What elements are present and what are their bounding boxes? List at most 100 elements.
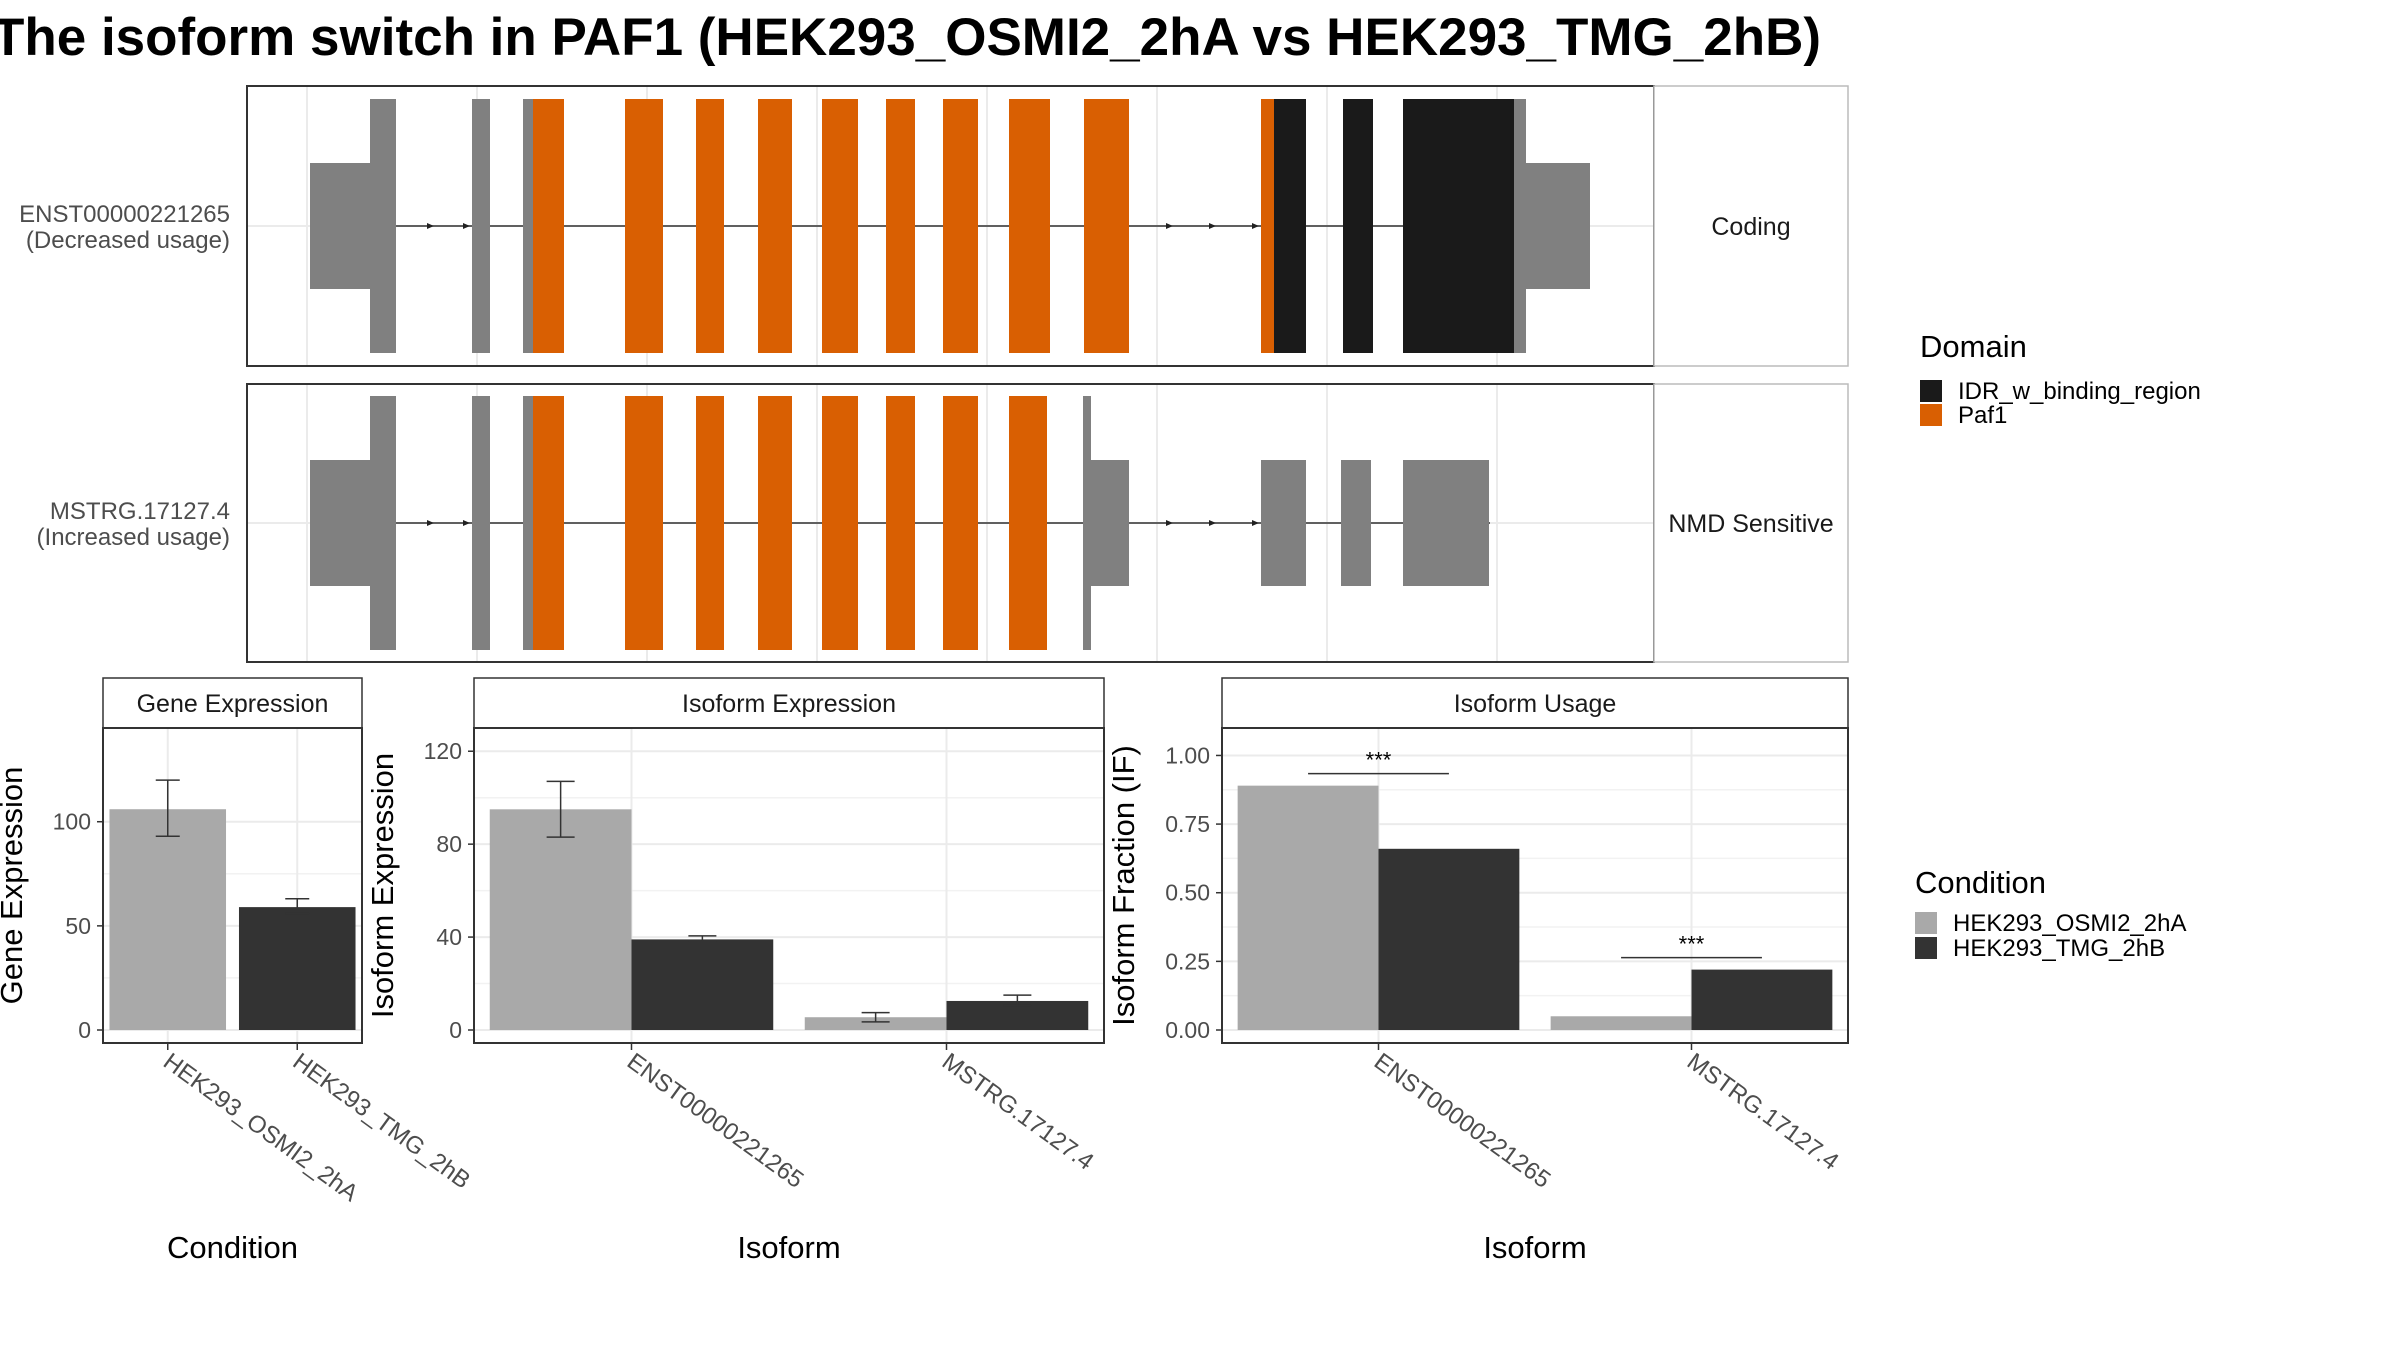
y-tick-label: 1.00 [1165,742,1210,768]
facet-strip [473,677,1105,729]
exon [1514,99,1526,353]
y-axis-title: Isoform Fraction (IF) [1106,745,1141,1026]
exon [310,460,372,586]
paf1-domain-exon [886,396,915,650]
legend-swatch [1915,937,1937,959]
facet-strip-label: Isoform Usage [1454,690,1617,718]
direction-arrow [1209,520,1216,526]
idr-domain-exon [1403,99,1516,353]
exon [1524,163,1590,289]
bar [489,809,632,1030]
paf1-domain-exon [533,99,564,353]
idr-domain-exon [1274,99,1306,353]
exon [523,99,535,353]
paf1-domain-exon [533,396,564,650]
y-tick-label: 0 [78,1017,91,1043]
exon [1261,460,1306,586]
exon [310,163,372,289]
y-tick-label: 0.25 [1165,948,1210,974]
direction-arrow [1252,520,1259,526]
exon [472,99,490,353]
idr-domain-exon [1343,99,1373,353]
paf1-domain-exon [696,99,724,353]
exon [370,99,396,353]
transcript-row: NMD Sensitive MSTRG.17127.4(Increased usa… [37,383,1849,663]
category-strip [1653,85,1849,367]
bar [109,809,227,1030]
exon [472,396,490,650]
facet-strip-label: Isoform Expression [682,690,896,718]
bar-charts: Gene Expression050100HEK293_OSMI2_2hAHEK… [0,677,1849,1265]
y-tick-label: 100 [53,809,91,835]
y-axis-title: Isoform Expression [365,753,400,1018]
bar [1691,969,1833,1030]
y-tick-label: 0.75 [1165,811,1210,837]
category-label: NMD Sensitive [1668,510,1833,538]
paf1-domain-exon [696,396,724,650]
x-axis-title: Condition [167,1230,298,1265]
isoform-id-label: MSTRG.17127.4 [50,498,230,525]
direction-arrow [1166,223,1173,229]
exon [523,396,535,650]
y-tick-label: 0.00 [1165,1017,1210,1043]
isoform-id-label: ENST00000221265 [19,201,230,228]
bar-chart-panel: Isoform Expression 0 40 80 120 ENST0000022126… [365,677,1105,1265]
direction-arrow [1166,520,1173,526]
exon [1403,460,1489,586]
y-tick-label: 80 [436,831,462,857]
paf1-domain-exon [886,99,915,353]
facet-strip [102,677,363,729]
bar-chart-panel: Gene Expression050100HEK293_OSMI2_2hAHEK… [0,677,475,1265]
paf1-domain-exon [943,396,978,650]
paf1-domain-exon [1009,396,1047,650]
paf1-domain-exon [758,396,792,650]
direction-arrow [463,223,470,229]
significance-label: *** [1679,932,1705,957]
panel-border [473,727,1105,1044]
y-tick-label: 120 [424,738,462,764]
exon [1341,460,1371,586]
y-tick-label: 0.50 [1165,880,1210,906]
direction-arrow [1209,223,1216,229]
x-tick-label: MSTRG.17127.4 [937,1048,1099,1176]
panel-border [102,727,363,1044]
category-strip [1653,383,1849,663]
paf1-domain-exon [822,99,858,353]
x-tick-label: MSTRG.17127.4 [1682,1048,1844,1176]
bar-chart-panel: Isoform Usage 0.00 0.25 0.50 0.75 1.00 *** *** E… [1106,677,1849,1265]
x-tick-label: ENST00000221265 [622,1048,808,1194]
legend-swatch [1920,380,1942,402]
paf1-domain-exon [943,99,978,353]
legend-swatch [1920,404,1942,426]
y-tick-label: 50 [65,913,91,939]
figure-title: The isoform switch in PAF1 (HEK293_OSMI2… [0,8,1821,67]
legend-label: HEK293_OSMI2_2hA [1953,910,2186,937]
condition-legend-title: Condition [1915,865,2046,900]
paf1-domain-exon [1009,99,1050,353]
x-axis-title: Isoform [737,1230,840,1265]
x-tick-label: ENST00000221265 [1369,1048,1555,1194]
bar [804,1017,947,1030]
bar [631,939,774,1030]
transcript-row: Coding ENST00000221265(Decreased usage) [19,85,1849,367]
exon [1083,396,1091,650]
legend-label: HEK293_TMG_2hB [1953,935,2165,962]
panel-border [1221,727,1849,1044]
isoform-usage-label: (Decreased usage) [26,227,230,254]
paf1-domain-exon [822,396,858,650]
domain-legend-title: Domain [1920,329,2027,364]
legend-label: IDR_w_binding_region [1958,378,2201,405]
bar [1237,785,1379,1030]
legend-swatch [1915,912,1937,934]
bar [238,907,356,1030]
paf1-domain-exon [1261,99,1276,353]
paf1-domain-exon [758,99,792,353]
facet-strip [1221,677,1849,729]
exon [370,396,396,650]
direction-arrow [1252,223,1259,229]
isoform-structure-panel: Coding ENST00000221265(Decreased usage) NM… [19,85,1849,663]
significance-label: *** [1366,748,1392,773]
bar [1378,848,1520,1030]
y-tick-label: 0 [449,1017,462,1043]
